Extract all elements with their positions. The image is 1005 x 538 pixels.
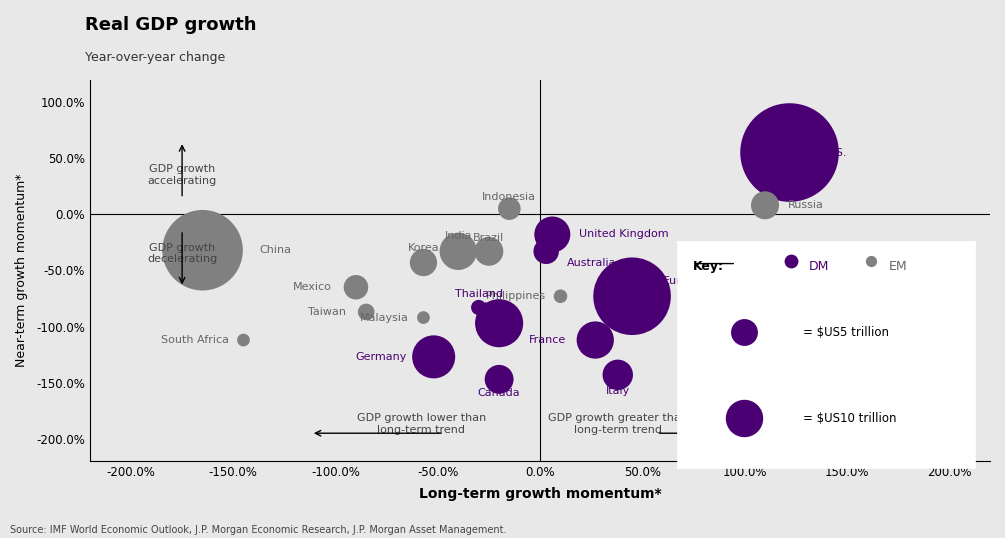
- Point: [415, 313, 431, 322]
- Text: Australia: Australia: [567, 258, 616, 267]
- Text: Key:: Key:: [693, 260, 725, 273]
- Point: [863, 257, 879, 266]
- Text: Indonesia: Indonesia: [482, 193, 537, 202]
- Point: [782, 148, 798, 157]
- Text: Brazil: Brazil: [473, 233, 505, 243]
- Text: Malaysia: Malaysia: [360, 313, 409, 323]
- Point: [736, 414, 752, 423]
- Point: [235, 336, 251, 344]
- Text: Korea: Korea: [408, 243, 439, 253]
- Text: United Kingdom: United Kingdom: [579, 230, 668, 239]
- Text: Source: IMF World Economic Outlook, J.P. Morgan Economic Research, J.P. Morgan A: Source: IMF World Economic Outlook, J.P.…: [10, 525, 507, 535]
- Point: [491, 319, 508, 328]
- Text: Taiwan: Taiwan: [308, 307, 346, 317]
- Text: Philippines: Philippines: [486, 291, 546, 301]
- Text: GDP growth lower than
long-term trend: GDP growth lower than long-term trend: [357, 413, 486, 435]
- Point: [757, 201, 773, 210]
- Point: [587, 336, 603, 344]
- Point: [538, 247, 554, 256]
- Point: [610, 371, 626, 379]
- Text: India: India: [444, 231, 472, 240]
- Text: Russia: Russia: [788, 200, 823, 210]
- Text: Eurozone: Eurozone: [662, 275, 715, 286]
- Point: [624, 292, 640, 301]
- Point: [545, 230, 561, 239]
- Text: Japan: Japan: [483, 302, 515, 313]
- Text: Thailand: Thailand: [454, 289, 502, 299]
- X-axis label: Long-term growth momentum*: Long-term growth momentum*: [419, 487, 661, 501]
- Point: [348, 283, 364, 292]
- Text: = $US5 trillion: = $US5 trillion: [803, 326, 888, 339]
- Point: [426, 352, 442, 361]
- Text: U.S.: U.S.: [824, 147, 847, 158]
- Point: [501, 204, 518, 213]
- Text: = $US10 trillion: = $US10 trillion: [803, 412, 896, 425]
- Text: Year-over-year change: Year-over-year change: [85, 51, 226, 64]
- Text: Real GDP growth: Real GDP growth: [85, 16, 257, 34]
- Point: [736, 328, 752, 337]
- Text: GDP growth
decelerating: GDP growth decelerating: [147, 243, 217, 264]
- Point: [450, 247, 466, 256]
- Text: China: China: [260, 245, 291, 255]
- Text: DM: DM: [809, 260, 829, 273]
- Y-axis label: Near-term growth momentum*: Near-term growth momentum*: [15, 174, 28, 367]
- Text: France: France: [530, 335, 567, 345]
- Text: Canada: Canada: [477, 388, 521, 398]
- Text: Italy: Italy: [606, 386, 630, 395]
- Text: GDP growth
accelerating: GDP growth accelerating: [148, 164, 217, 186]
- Point: [553, 292, 569, 301]
- Point: [783, 257, 799, 266]
- Point: [470, 303, 486, 312]
- Point: [491, 375, 508, 384]
- Point: [358, 308, 374, 316]
- Text: Mexico: Mexico: [292, 282, 332, 292]
- Text: EM: EM: [888, 260, 908, 273]
- Text: South Africa: South Africa: [161, 335, 229, 345]
- Point: [195, 246, 211, 254]
- Text: GDP growth greater than
long-term trend: GDP growth greater than long-term trend: [548, 413, 687, 435]
- Point: [415, 258, 431, 267]
- Point: [480, 247, 496, 256]
- Text: Germany: Germany: [356, 352, 407, 362]
